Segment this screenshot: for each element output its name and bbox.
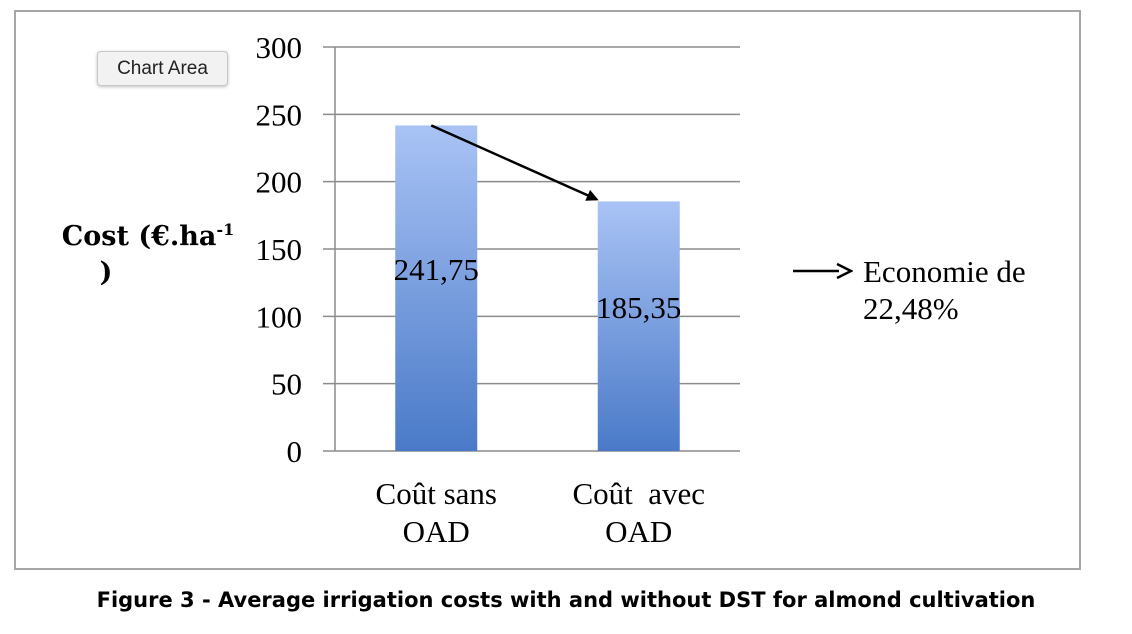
y-axis-title-close: ) [99, 257, 113, 288]
x-category-label: Coût sans [376, 476, 497, 511]
y-tick-label: 100 [256, 299, 303, 334]
figure-caption: Figure 3 - Average irrigation costs with… [96, 588, 1036, 612]
x-category-label: OAD [403, 514, 470, 549]
y-axis-title-main: Cost (€.ha [61, 221, 217, 252]
y-tick-label: 50 [271, 367, 302, 402]
legend-text: Economie de 22,48% [863, 254, 1026, 326]
savings-arrow [430, 124, 599, 201]
x-category-label: OAD [605, 514, 672, 549]
chart-area-frame[interactable] [14, 10, 1081, 570]
data-label: 241,75 [394, 252, 479, 287]
data-label: 185,35 [596, 290, 681, 325]
y-tick-label: 0 [287, 434, 303, 469]
y-axis-title-superscript: -1 [216, 220, 235, 239]
y-tick-label: 250 [256, 97, 303, 132]
tooltip-label: Chart Area [117, 57, 208, 79]
y-tick-label: 300 [256, 30, 303, 65]
y-tick-label: 200 [256, 165, 303, 200]
bar[interactable] [395, 125, 478, 452]
bar[interactable] [597, 201, 680, 451]
chart-area-tooltip: Chart Area [97, 51, 228, 86]
y-tick-label: 150 [256, 232, 303, 267]
y-axis-title: Cost (€.ha-1 ) [48, 212, 248, 291]
x-category-label: Coût avec [572, 476, 705, 511]
legend-arrow-icon [793, 262, 853, 280]
